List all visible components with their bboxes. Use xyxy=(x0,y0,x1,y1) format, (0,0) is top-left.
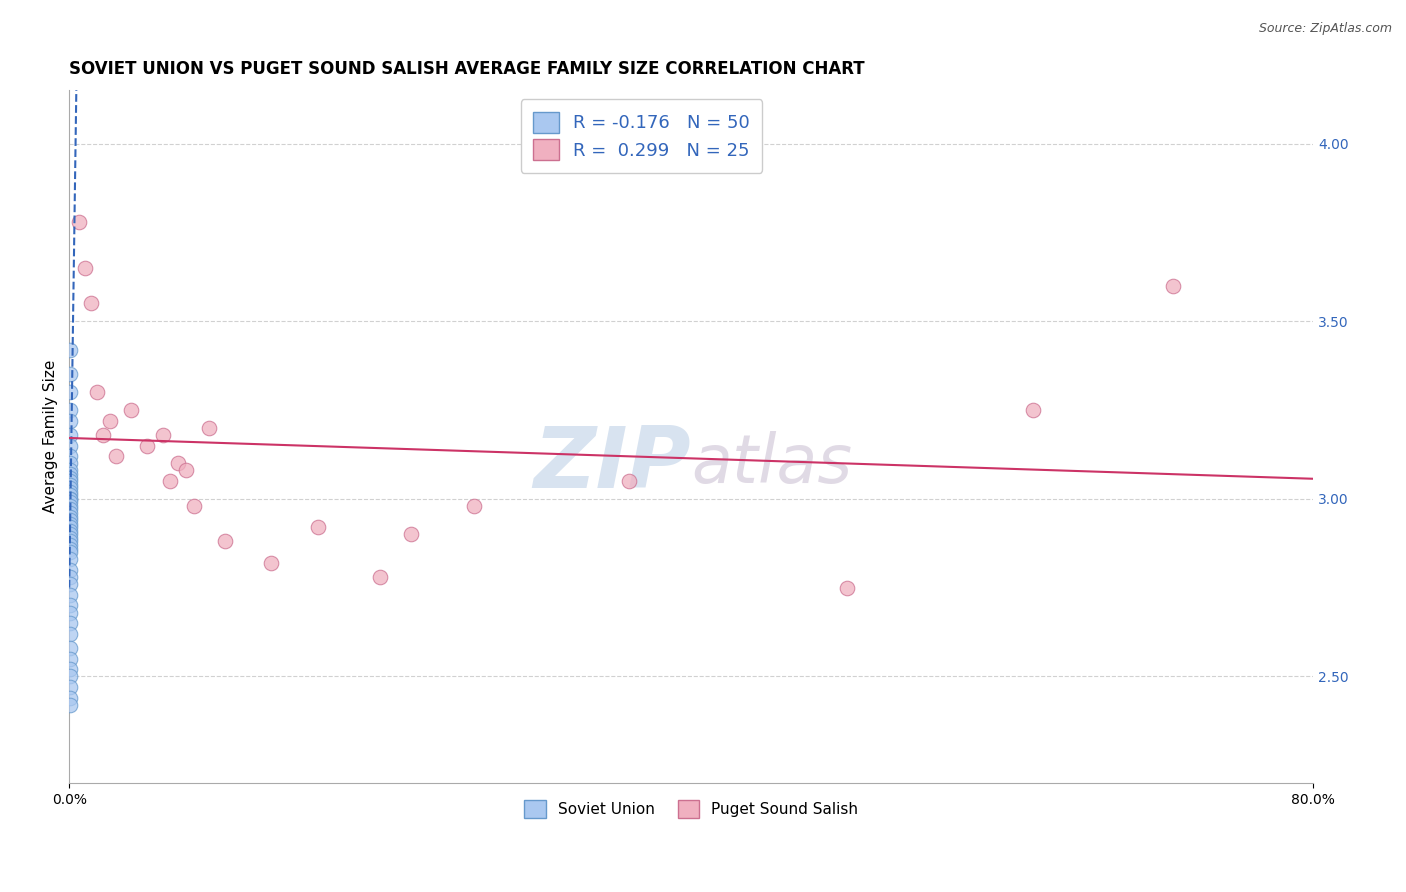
Point xyxy=(59,669,82,683)
Point xyxy=(183,499,205,513)
Point xyxy=(59,616,82,631)
Point xyxy=(59,627,82,641)
Point xyxy=(86,385,108,400)
Point xyxy=(59,474,82,488)
Point xyxy=(80,296,103,310)
Text: Source: ZipAtlas.com: Source: ZipAtlas.com xyxy=(1258,22,1392,36)
Point xyxy=(59,552,82,566)
Point xyxy=(835,581,858,595)
Point xyxy=(59,531,82,545)
Point xyxy=(59,438,82,452)
Point xyxy=(214,534,236,549)
Point xyxy=(104,449,127,463)
Point xyxy=(67,215,90,229)
Point xyxy=(59,481,82,495)
Point xyxy=(59,698,82,712)
Point xyxy=(59,509,82,524)
Point xyxy=(59,449,82,463)
Point xyxy=(1022,403,1045,417)
Point xyxy=(59,414,82,428)
Point xyxy=(120,403,142,417)
Legend: Soviet Union, Puget Sound Salish: Soviet Union, Puget Sound Salish xyxy=(519,794,865,824)
Point xyxy=(59,428,82,442)
Point xyxy=(73,260,96,275)
Point xyxy=(368,570,391,584)
Point xyxy=(59,538,82,552)
Point xyxy=(59,343,82,357)
Point xyxy=(59,491,82,506)
Text: atlas: atlas xyxy=(692,432,852,498)
Point xyxy=(59,467,82,481)
Point xyxy=(59,641,82,656)
Point xyxy=(59,506,82,520)
Point xyxy=(159,474,181,488)
Point xyxy=(59,599,82,613)
Point xyxy=(59,463,82,477)
Point xyxy=(167,456,190,470)
Point xyxy=(59,403,82,417)
Point xyxy=(59,690,82,705)
Point xyxy=(59,541,82,556)
Point xyxy=(59,563,82,577)
Point xyxy=(59,534,82,549)
Point xyxy=(59,680,82,694)
Point xyxy=(59,502,82,516)
Point xyxy=(59,456,82,470)
Point xyxy=(136,438,159,452)
Point xyxy=(198,421,221,435)
Point xyxy=(59,577,82,591)
Point xyxy=(59,491,82,506)
Point xyxy=(59,368,82,382)
Point xyxy=(59,488,82,502)
Point xyxy=(59,495,82,509)
Point xyxy=(59,527,82,541)
Point xyxy=(152,428,174,442)
Y-axis label: Average Family Size: Average Family Size xyxy=(44,360,58,513)
Point xyxy=(59,499,82,513)
Point xyxy=(59,524,82,538)
Point xyxy=(59,520,82,534)
Point xyxy=(463,499,485,513)
Point xyxy=(59,662,82,676)
Point xyxy=(59,477,82,491)
Point xyxy=(59,606,82,620)
Point xyxy=(59,385,82,400)
Point xyxy=(59,516,82,531)
Point xyxy=(59,484,82,499)
Point xyxy=(93,428,115,442)
Point xyxy=(307,520,329,534)
Point xyxy=(401,527,423,541)
Point xyxy=(59,470,82,484)
Point xyxy=(59,570,82,584)
Point xyxy=(59,513,82,527)
Text: ZIP: ZIP xyxy=(534,423,692,506)
Point xyxy=(1163,278,1185,293)
Point xyxy=(59,545,82,559)
Point xyxy=(617,474,640,488)
Point xyxy=(59,651,82,665)
Point xyxy=(98,414,121,428)
Point xyxy=(174,463,197,477)
Text: SOVIET UNION VS PUGET SOUND SALISH AVERAGE FAMILY SIZE CORRELATION CHART: SOVIET UNION VS PUGET SOUND SALISH AVERA… xyxy=(69,60,865,78)
Point xyxy=(59,588,82,602)
Point xyxy=(260,556,283,570)
